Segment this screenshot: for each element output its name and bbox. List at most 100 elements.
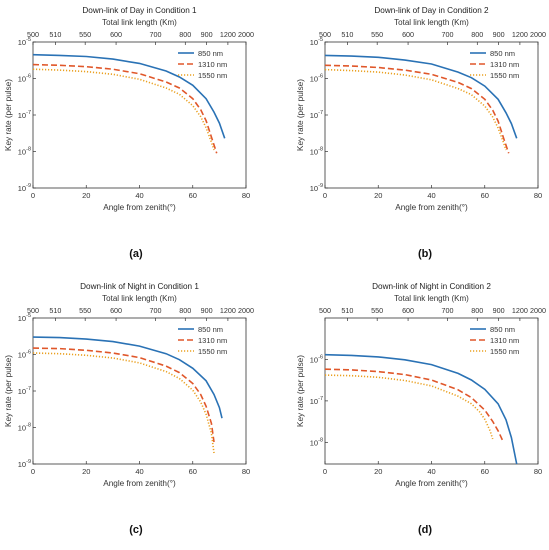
x-tick-label: 60 bbox=[189, 467, 197, 476]
y-tick-label: 10-9 bbox=[310, 183, 323, 193]
top-tick-label: 510 bbox=[341, 30, 353, 39]
top-tick-label: 700 bbox=[149, 30, 161, 39]
x-tick-label: 0 bbox=[31, 467, 35, 476]
y-tick-label: 10-6 bbox=[18, 74, 31, 84]
legend-label: 1550 nm bbox=[490, 347, 519, 356]
y-tick-label: 10-7 bbox=[18, 110, 31, 120]
chart-title: Down-link of Day in Condition 2 bbox=[374, 6, 489, 15]
top-tick-label: 800 bbox=[471, 306, 483, 315]
series-line-1550-nm bbox=[32, 352, 215, 454]
legend-label: 1310 nm bbox=[490, 336, 519, 345]
top-tick-label: 800 bbox=[179, 30, 191, 39]
x-tick-label: 20 bbox=[374, 191, 382, 200]
top-tick-label: 900 bbox=[493, 306, 505, 315]
y-axis-label: Key rate (per pulse) bbox=[296, 355, 305, 427]
panel-label: (d) bbox=[418, 524, 432, 536]
x-tick-label: 20 bbox=[374, 467, 382, 476]
legend-label: 1550 nm bbox=[198, 347, 227, 356]
legend-label: 850 nm bbox=[490, 49, 515, 58]
y-axis-label: Key rate (per pulse) bbox=[4, 79, 13, 151]
series-line-850-nm bbox=[32, 53, 226, 139]
top-tick-label: 800 bbox=[179, 306, 191, 315]
x-tick-label: 40 bbox=[427, 467, 435, 476]
y-tick-label: 10-7 bbox=[310, 110, 323, 120]
y-tick-label: 10-8 bbox=[310, 147, 323, 157]
x-tick-label: 60 bbox=[189, 191, 197, 200]
series-line-1310-nm bbox=[324, 64, 510, 154]
legend-label: 1310 nm bbox=[490, 60, 519, 69]
series-line-850-nm bbox=[32, 336, 223, 419]
series-line-850-nm bbox=[324, 353, 518, 465]
y-tick-label: 10-5 bbox=[18, 37, 31, 47]
chart-title: Down-link of Day in Condition 1 bbox=[82, 6, 197, 15]
top-tick-label: 900 bbox=[493, 30, 505, 39]
chart-panel-4: Down-link of Night in Condition 2 Total l… bbox=[296, 282, 546, 536]
top-tick-label: 600 bbox=[110, 30, 122, 39]
x-tick-label: 80 bbox=[534, 467, 542, 476]
legend-label: 850 nm bbox=[490, 325, 515, 334]
top-tick-label: 900 bbox=[201, 306, 213, 315]
series-line-1310-nm bbox=[32, 63, 218, 154]
chart-title: Down-link of Night in Condition 2 bbox=[372, 282, 491, 291]
x-tick-label: 80 bbox=[242, 467, 250, 476]
top-tick-label: 550 bbox=[371, 30, 383, 39]
series-line-1550-nm bbox=[32, 68, 215, 151]
chart-panel-2: Down-link of Day in Condition 2 Total lin… bbox=[296, 6, 546, 260]
top-tick-label: 1200 bbox=[220, 306, 236, 315]
y-tick-label: 10-6 bbox=[310, 354, 323, 364]
top-tick-label: 550 bbox=[79, 306, 91, 315]
top-tick-label: 1200 bbox=[512, 306, 528, 315]
x-tick-label: 40 bbox=[427, 191, 435, 200]
chart-panel-3: Down-link of Night in Condition 1 Total l… bbox=[4, 282, 254, 536]
top-axis-label: Total link length (Km) bbox=[102, 294, 177, 303]
top-tick-label: 1200 bbox=[220, 30, 236, 39]
y-tick-label: 10-6 bbox=[18, 350, 31, 360]
panel-label: (c) bbox=[129, 524, 143, 536]
top-tick-label: 600 bbox=[402, 306, 414, 315]
top-tick-label: 800 bbox=[471, 30, 483, 39]
x-tick-label: 80 bbox=[242, 191, 250, 200]
legend-label: 1550 nm bbox=[198, 71, 227, 80]
top-tick-label: 500 bbox=[27, 30, 39, 39]
y-tick-label: 10-5 bbox=[310, 37, 323, 47]
y-tick-label: 10-6 bbox=[310, 74, 323, 84]
top-tick-label: 2000 bbox=[530, 306, 546, 315]
top-axis-label: Total link length (Km) bbox=[394, 18, 469, 27]
x-tick-label: 0 bbox=[323, 467, 327, 476]
chart-panel-1: Down-link of Day in Condition 1 Total lin… bbox=[4, 6, 254, 260]
x-axis-label: Angle from zenith(°) bbox=[395, 479, 468, 488]
legend-label: 1550 nm bbox=[490, 71, 519, 80]
x-tick-label: 80 bbox=[534, 191, 542, 200]
x-tick-label: 60 bbox=[481, 467, 489, 476]
y-tick-label: 10-5 bbox=[18, 313, 31, 323]
top-tick-label: 600 bbox=[110, 306, 122, 315]
top-tick-label: 700 bbox=[441, 30, 453, 39]
x-tick-label: 40 bbox=[135, 467, 143, 476]
x-tick-label: 20 bbox=[82, 467, 90, 476]
panel-label: (b) bbox=[418, 248, 432, 260]
top-tick-label: 1200 bbox=[512, 30, 528, 39]
top-tick-label: 500 bbox=[27, 306, 39, 315]
chart-title: Down-link of Night in Condition 1 bbox=[80, 282, 199, 291]
y-axis-label: Key rate (per pulse) bbox=[4, 355, 13, 427]
top-tick-label: 700 bbox=[149, 306, 161, 315]
top-axis-label: Total link length (Km) bbox=[394, 294, 469, 303]
legend-label: 850 nm bbox=[198, 325, 223, 334]
x-axis-label: Angle from zenith(°) bbox=[103, 479, 176, 488]
top-axis-label: Total link length (Km) bbox=[102, 18, 177, 27]
series-line-1310-nm bbox=[324, 368, 505, 443]
series-line-1310-nm bbox=[32, 347, 215, 443]
top-tick-label: 500 bbox=[319, 306, 331, 315]
top-tick-label: 550 bbox=[79, 30, 91, 39]
panel-label: (a) bbox=[129, 248, 143, 260]
y-tick-label: 10-9 bbox=[18, 183, 31, 193]
y-tick-label: 10-8 bbox=[18, 147, 31, 157]
x-tick-label: 20 bbox=[82, 191, 90, 200]
top-tick-label: 510 bbox=[49, 306, 61, 315]
legend-label: 1310 nm bbox=[198, 60, 227, 69]
series-line-850-nm bbox=[324, 54, 518, 139]
top-tick-label: 510 bbox=[341, 306, 353, 315]
legend-label: 850 nm bbox=[198, 49, 223, 58]
y-tick-label: 10-9 bbox=[18, 459, 31, 469]
